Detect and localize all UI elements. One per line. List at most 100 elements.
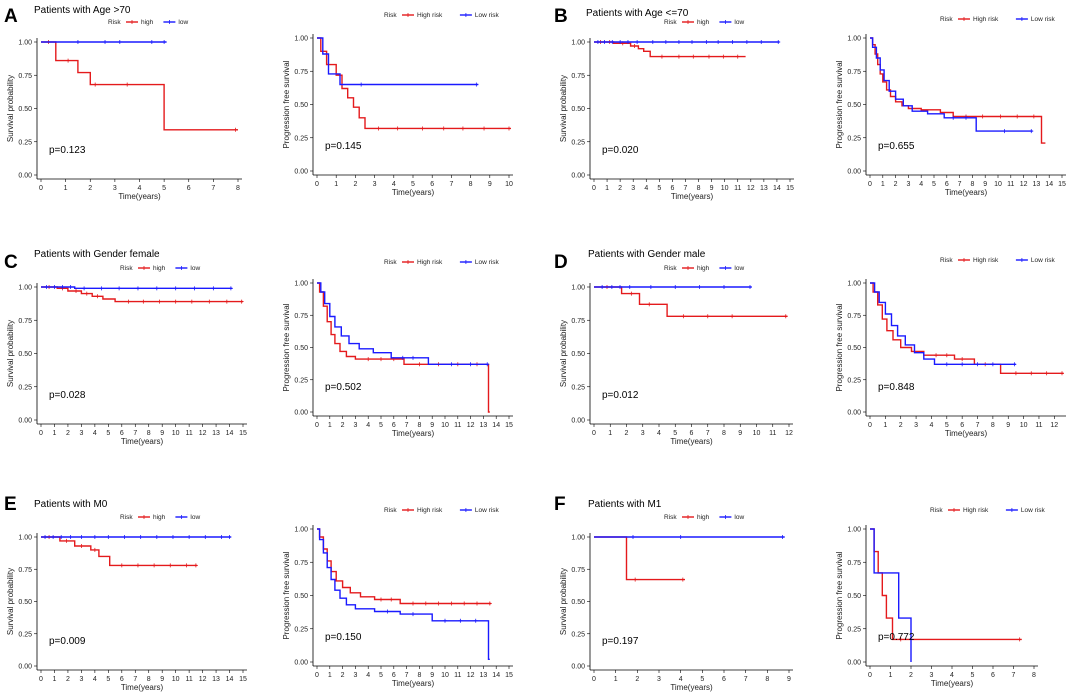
y-tick-label: 0.00 — [18, 173, 32, 180]
y-tick-label: 0.00 — [571, 173, 585, 180]
x-tick-label: 4 — [919, 181, 923, 188]
x-tick-label: 15 — [786, 185, 794, 192]
x-tick-label: 7 — [449, 181, 453, 188]
km-curve-high-risk — [870, 528, 1022, 641]
y-tick-label: 1.00 — [847, 281, 861, 288]
x-tick-label: 3 — [657, 676, 661, 683]
panel-title-e: Patients with M0 — [34, 499, 108, 510]
y-tick-label: 0.00 — [847, 410, 861, 417]
x-tick-label: 12 — [747, 185, 755, 192]
x-tick-label: 1 — [328, 672, 332, 679]
legend-label: low — [190, 265, 200, 272]
x-tick-label: 10 — [441, 422, 449, 429]
y-axis-label: Survival probability — [6, 75, 15, 142]
x-tick-label: 1 — [889, 672, 893, 679]
p-value: p=0.145 — [325, 141, 362, 152]
x-tick-label: 5 — [971, 672, 975, 679]
legend-label: low — [734, 19, 744, 26]
km-curve-high-risk — [870, 37, 1046, 144]
y-axis-label: Survival probability — [6, 320, 15, 387]
p-value: p=0.772 — [878, 632, 915, 643]
km-curve-high-risk — [870, 282, 1064, 374]
km-curve-low-risk — [870, 528, 912, 662]
x-axis-label: Time(years) — [670, 437, 713, 446]
x-tick-label: 9 — [1006, 422, 1010, 429]
y-axis-label: Progression free survival — [282, 303, 291, 391]
y-tick-label: 0.50 — [294, 593, 308, 600]
x-tick-label: 12 — [199, 430, 207, 437]
plot-a-pfs: 0.00 0.25 0.50 0.75 1.00 0 1 2 3 4 5 6 7 8 9 10 Time(yea… — [282, 12, 513, 197]
x-tick-label: 7 — [958, 181, 962, 188]
y-tick-label: 0.75 — [18, 73, 32, 80]
legend-title: Risk — [664, 514, 677, 521]
km-curve-high — [41, 41, 238, 131]
x-axis-label: Time(years) — [392, 429, 435, 438]
x-tick-label: 15 — [239, 676, 247, 683]
x-tick-label: 7 — [1012, 672, 1016, 679]
legend-title: Risk — [930, 507, 943, 514]
x-tick-label: 8 — [722, 430, 726, 437]
y-tick-label: 0.25 — [18, 631, 32, 638]
y-tick-label: 0.00 — [294, 660, 308, 667]
x-tick-label: 5 — [411, 181, 415, 188]
x-tick-label: 6 — [187, 185, 191, 192]
x-tick-label: 9 — [738, 430, 742, 437]
x-axis-label: Time(years) — [671, 192, 714, 201]
x-tick-label: 1 — [605, 185, 609, 192]
x-tick-label: 12 — [199, 676, 207, 683]
x-tick-label: 8 — [236, 185, 240, 192]
legend-label: Low risk — [1021, 507, 1046, 514]
x-tick-label: 12 — [467, 672, 475, 679]
legend-label: High risk — [973, 257, 999, 264]
x-tick-label: 8 — [147, 676, 151, 683]
km-curve-low-risk — [317, 528, 490, 660]
x-tick-label: 4 — [93, 676, 97, 683]
x-tick-label: 3 — [906, 181, 910, 188]
legend-title: Risk — [384, 259, 397, 266]
x-tick-label: 0 — [592, 430, 596, 437]
x-tick-label: 2 — [66, 676, 70, 683]
legend-title: Risk — [664, 265, 677, 272]
y-tick-label: 0.25 — [571, 139, 585, 146]
y-tick-label: 1.00 — [847, 527, 861, 534]
y-tick-label: 0.75 — [18, 318, 32, 325]
x-tick-label: 4 — [366, 422, 370, 429]
legend-label: low — [190, 514, 200, 521]
x-tick-label: 5 — [379, 422, 383, 429]
p-value: p=0.123 — [49, 145, 86, 156]
km-curve-high-risk — [317, 282, 490, 413]
x-tick-label: 15 — [505, 672, 513, 679]
x-tick-label: 13 — [212, 676, 220, 683]
x-tick-label: 0 — [315, 672, 319, 679]
y-tick-label: 1.00 — [294, 527, 308, 534]
x-tick-label: 0 — [315, 181, 319, 188]
x-tick-label: 9 — [488, 181, 492, 188]
panel-letter-d: D — [554, 252, 568, 273]
x-tick-label: 11 — [454, 672, 461, 679]
x-tick-label: 1 — [53, 676, 57, 683]
p-value: p=0.655 — [878, 141, 915, 152]
x-tick-label: 5 — [379, 672, 383, 679]
x-tick-label: 2 — [341, 672, 345, 679]
y-tick-label: 1.00 — [571, 535, 585, 542]
x-tick-label: 0 — [868, 672, 872, 679]
y-tick-label: 0.00 — [18, 664, 32, 671]
x-tick-label: 2 — [88, 185, 92, 192]
x-tick-label: 3 — [353, 422, 357, 429]
y-tick-label: 0.25 — [571, 631, 585, 638]
x-tick-label: 2 — [618, 185, 622, 192]
x-tick-label: 5 — [932, 181, 936, 188]
y-axis-label: Survival probability — [559, 568, 568, 635]
x-axis-label: Time(years) — [670, 683, 713, 692]
x-tick-label: 1 — [881, 181, 885, 188]
x-tick-label: 4 — [950, 672, 954, 679]
x-tick-label: 4 — [138, 185, 142, 192]
x-tick-label: 9 — [160, 430, 164, 437]
x-tick-label: 8 — [970, 181, 974, 188]
y-tick-label: 0.50 — [18, 599, 32, 606]
x-tick-label: 6 — [945, 181, 949, 188]
x-tick-label: 15 — [505, 422, 513, 429]
x-tick-label: 9 — [787, 676, 791, 683]
x-tick-label: 9 — [710, 185, 714, 192]
